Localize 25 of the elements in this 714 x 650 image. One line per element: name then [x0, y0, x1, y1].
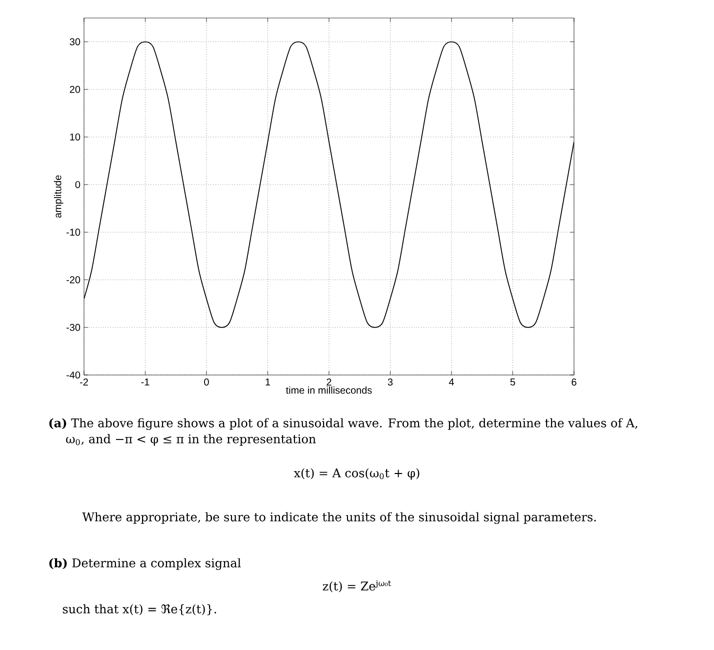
text: x(t) = A cos(ω$_{0}$t + φ)	[294, 468, 420, 480]
text: (b) Determine a complex signal	[49, 558, 241, 570]
y-tick-label: -40	[66, 371, 80, 379]
x-tick-label: 2	[326, 378, 332, 386]
x-tick-label: 0	[204, 378, 209, 386]
x-tick-label: -1	[141, 378, 150, 386]
x-axis-title: time in milliseconds	[286, 386, 372, 394]
text: z(t) = Ze$^{jω₀t}$	[322, 580, 392, 592]
x-tick-label: 4	[448, 378, 454, 386]
text: Where appropriate, be sure to indicate the units of the sinusoidal signal parameters.	[82, 512, 596, 524]
y-tick-label: 20	[70, 86, 80, 93]
x-tick-label: -2	[80, 378, 88, 386]
y-tick-label: -30	[66, 324, 80, 331]
text: (a) The above figure shows a plot of a sinusoidal wave. From the plot, determine the values of A, ω$_{0}$, and −π < φ ≤ π in the representation	[49, 418, 638, 446]
x-tick-label: 6	[572, 378, 576, 386]
y-tick-label: 0	[75, 181, 80, 188]
y-tick-label: 30	[70, 38, 80, 46]
y-tick-label: -20	[66, 276, 80, 284]
y-tick-label: 10	[70, 133, 80, 141]
x-tick-label: 3	[388, 378, 393, 386]
x-tick-label: 1	[266, 378, 270, 386]
x-tick-label: 5	[510, 378, 516, 386]
text: such that x(t) = ℜe{z(t)}.	[62, 604, 216, 616]
y-tick-label: -10	[66, 228, 80, 236]
y-axis-title: amplitude	[54, 175, 64, 218]
